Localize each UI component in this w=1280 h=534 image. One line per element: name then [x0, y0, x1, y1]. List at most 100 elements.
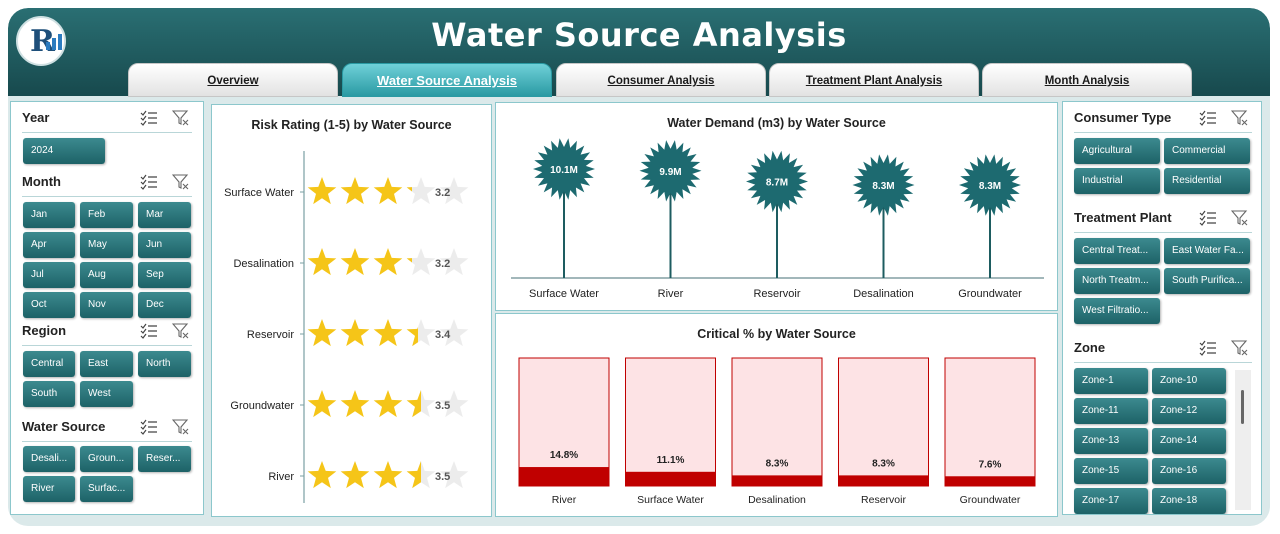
risk-star-empty [439, 390, 469, 418]
slicer-zone-11[interactable]: Zone-11 [1074, 398, 1148, 424]
critical-category-label-surface-water: Surface Water [637, 494, 704, 506]
risk-star-full [373, 390, 403, 418]
multi-select-icon[interactable] [140, 174, 158, 190]
slicer-plant-south[interactable]: South Purifica... [1164, 268, 1250, 294]
right-slicer-panel: Consumer Type Agricultural Commercial In… [1062, 101, 1262, 515]
risk-star-full [373, 248, 403, 276]
tab-treatment-plant-analysis[interactable]: Treatment Plant Analysis [769, 63, 979, 97]
slicer-consumer-agricultural[interactable]: Agricultural [1074, 138, 1160, 164]
risk-star-full [373, 177, 403, 205]
slicer-consumer-residential[interactable]: Residential [1164, 168, 1250, 194]
slicer-plant-north[interactable]: North Treatm... [1074, 268, 1160, 294]
slicer-source-desalination[interactable]: Desali... [23, 446, 75, 472]
slicer-source-reservoir[interactable]: Reser... [138, 446, 191, 472]
risk-star-empty [439, 461, 469, 489]
slicer-month-aug[interactable]: Aug [80, 262, 133, 288]
critical-category-label-river: River [552, 494, 577, 506]
demand-burst-surface-water [533, 138, 595, 200]
slicer-plant-east[interactable]: East Water Fa... [1164, 238, 1250, 264]
critical-bar-river [519, 467, 609, 486]
clear-filter-icon[interactable] [171, 110, 190, 126]
slicer-plant-west[interactable]: West Filtratio... [1074, 298, 1160, 324]
risk-value-label-desalination: 3.2 [435, 258, 450, 270]
slicer-consumer-commercial[interactable]: Commercial [1164, 138, 1250, 164]
slicer-zone-10[interactable]: Zone-10 [1152, 368, 1226, 394]
slicer-zone-1[interactable]: Zone-1 [1074, 368, 1148, 394]
demand-burst-reservoir [746, 150, 808, 213]
risk-chart-title: Risk Rating (1-5) by Water Source [251, 118, 452, 132]
slicer-source-surface-water[interactable]: Surfac... [80, 476, 133, 502]
year-slicer-title: Year [22, 110, 50, 125]
slicer-year-2024[interactable]: 2024 [23, 138, 105, 164]
tab-overview[interactable]: Overview [128, 63, 338, 97]
slicer-plant-central[interactable]: Central Treat... [1074, 238, 1160, 264]
slicer-month-nov[interactable]: Nov [80, 292, 133, 318]
clear-filter-icon[interactable] [171, 174, 190, 190]
tab-month-analysis[interactable]: Month Analysis [982, 63, 1192, 97]
clear-filter-icon[interactable] [171, 419, 190, 435]
risk-chart-svg: Surface Water 3.2 Desalination 3.2 Reservoir… [224, 151, 469, 503]
slicer-zone-15[interactable]: Zone-15 [1074, 458, 1148, 484]
tab-consumer-analysis[interactable]: Consumer Analysis [556, 63, 766, 97]
demand-category-label-groundwater: Groundwater [958, 288, 1022, 300]
risk-star-empty [406, 177, 436, 205]
multi-select-icon[interactable] [1199, 210, 1217, 226]
slicer-region-east[interactable]: East [80, 351, 133, 377]
header-banner: R Water Source Analysis Overview Water S… [8, 8, 1270, 97]
slicer-region-west[interactable]: West [80, 381, 133, 407]
risk-star-empty [406, 248, 436, 276]
slicer-month-mar[interactable]: Mar [138, 202, 191, 228]
critical-value-label-desalination: 8.3% [766, 458, 789, 469]
slicer-month-jun[interactable]: Jun [138, 232, 191, 258]
slicer-month-dec[interactable]: Dec [138, 292, 191, 318]
tab-water-source-analysis[interactable]: Water Source Analysis [342, 63, 552, 97]
slicer-source-groundwater[interactable]: Groun... [80, 446, 133, 472]
multi-select-icon[interactable] [1199, 340, 1217, 356]
demand-category-label-reservoir: Reservoir [753, 288, 800, 300]
slicer-region-central[interactable]: Central [23, 351, 75, 377]
clear-filter-icon[interactable] [1230, 340, 1249, 356]
slicer-zone-16[interactable]: Zone-16 [1152, 458, 1226, 484]
demand-chart-svg: 10.1M Surface Water 9.9M River 8.7M Reservoir… [511, 138, 1044, 300]
slicer-region-north[interactable]: North [138, 351, 191, 377]
multi-select-icon[interactable] [140, 110, 158, 126]
risk-star-empty [439, 319, 469, 347]
demand-category-label-surface-water: Surface Water [529, 288, 599, 300]
slicer-zone-18[interactable]: Zone-18 [1152, 488, 1226, 514]
multi-select-icon[interactable] [140, 419, 158, 435]
slicer-zone-13[interactable]: Zone-13 [1074, 428, 1148, 454]
slicer-zone-14[interactable]: Zone-14 [1152, 428, 1226, 454]
critical-bar-surface-water [625, 471, 716, 486]
risk-category-label-surface-water: Surface Water [224, 187, 294, 199]
slicer-zone-17[interactable]: Zone-17 [1074, 488, 1148, 514]
critical-value-label-groundwater: 7.6% [979, 459, 1002, 470]
slicer-month-jul[interactable]: Jul [23, 262, 75, 288]
slicer-zone-12[interactable]: Zone-12 [1152, 398, 1226, 424]
risk-star-full [307, 390, 337, 418]
slicer-month-oct[interactable]: Oct [23, 292, 75, 318]
zone-scrollbar-thumb[interactable] [1241, 390, 1244, 424]
risk-star-full [373, 461, 403, 489]
clear-filter-icon[interactable] [1230, 110, 1249, 126]
logo: R [16, 16, 66, 66]
critical-bar-groundwater [945, 476, 1035, 486]
page-title: Water Source Analysis [431, 16, 847, 54]
clear-filter-icon[interactable] [1230, 210, 1249, 226]
clear-filter-icon[interactable] [171, 323, 190, 339]
critical-category-label-reservoir: Reservoir [861, 494, 906, 506]
risk-value-label-river: 3.5 [435, 471, 450, 483]
zone-scrollbar[interactable] [1235, 370, 1251, 510]
slicer-month-sep[interactable]: Sep [138, 262, 191, 288]
critical-value-label-reservoir: 8.3% [872, 458, 895, 469]
multi-select-icon[interactable] [140, 323, 158, 339]
slicer-month-jan[interactable]: Jan [23, 202, 75, 228]
slicer-consumer-industrial[interactable]: Industrial [1074, 168, 1160, 194]
slicer-month-feb[interactable]: Feb [80, 202, 133, 228]
multi-select-icon[interactable] [1199, 110, 1217, 126]
demand-value-label-reservoir: 8.7M [766, 177, 788, 188]
slicer-month-apr[interactable]: Apr [23, 232, 75, 258]
demand-value-label-river: 9.9M [659, 167, 681, 178]
slicer-source-river[interactable]: River [23, 476, 75, 502]
slicer-region-south[interactable]: South [23, 381, 75, 407]
slicer-month-may[interactable]: May [80, 232, 133, 258]
